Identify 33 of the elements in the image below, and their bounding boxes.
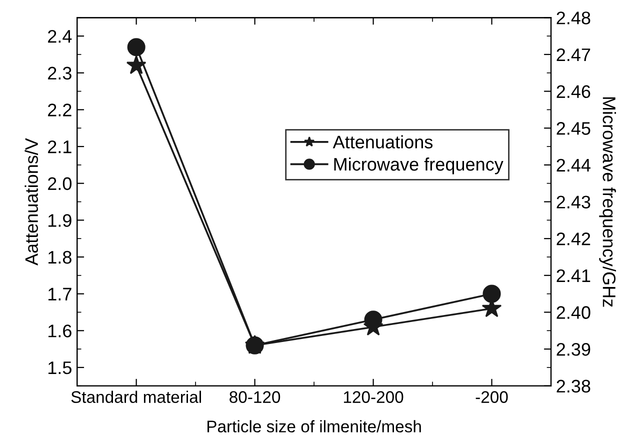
y-axis-title: Aattenuations/V (24, 138, 38, 266)
y-tick-label: 1.6 (48, 324, 72, 338)
legend-label: Microwave frequency (334, 157, 504, 174)
y-tick-label: 2.2 (48, 104, 72, 116)
y2-tick-label: 2.40 (556, 306, 590, 319)
point (482, 284, 501, 303)
y2-tick-label: 2.39 (556, 342, 590, 356)
legend-label: Attenuations (332, 135, 433, 148)
y2-tick-label: 2.43 (556, 196, 590, 208)
y2-tick-label: 2.38 (556, 380, 590, 393)
y-tick-label: 2.4 (48, 30, 72, 43)
y-tick-label: 2.1 (48, 140, 72, 154)
y-tick-label: 1.9 (48, 214, 72, 227)
x-axis-title: Particle size of ilmenite/mesh (208, 420, 421, 432)
x-tick-label: Standard material (71, 390, 201, 403)
y-tick-label: 2.3 (48, 66, 72, 80)
x-tick-label: 80-120 (230, 391, 280, 403)
y2-axis-title: Microwave frequency/GHz (599, 97, 616, 307)
point (127, 38, 146, 56)
y2-tick-label: 2.44 (556, 158, 590, 172)
y2-tick-label: 2.46 (556, 85, 590, 98)
y2-tick-label: 2.45 (556, 122, 590, 135)
point (126, 55, 146, 74)
y-tick-label: 1.7 (48, 288, 72, 300)
y2-tick-label: 2.41 (556, 269, 590, 282)
y-tick-label: 1.8 (48, 250, 72, 264)
y2-tick-label: 2.47 (556, 48, 590, 62)
x-tick-label: 120-200 (344, 391, 404, 403)
x-tick-label: -200 (476, 391, 508, 403)
y-tick-label: 1.5 (48, 362, 72, 374)
y2-tick-label: 2.42 (556, 232, 590, 246)
y2-tick-label: 2.48 (556, 12, 590, 24)
y-tick-label: 2.0 (48, 177, 72, 190)
